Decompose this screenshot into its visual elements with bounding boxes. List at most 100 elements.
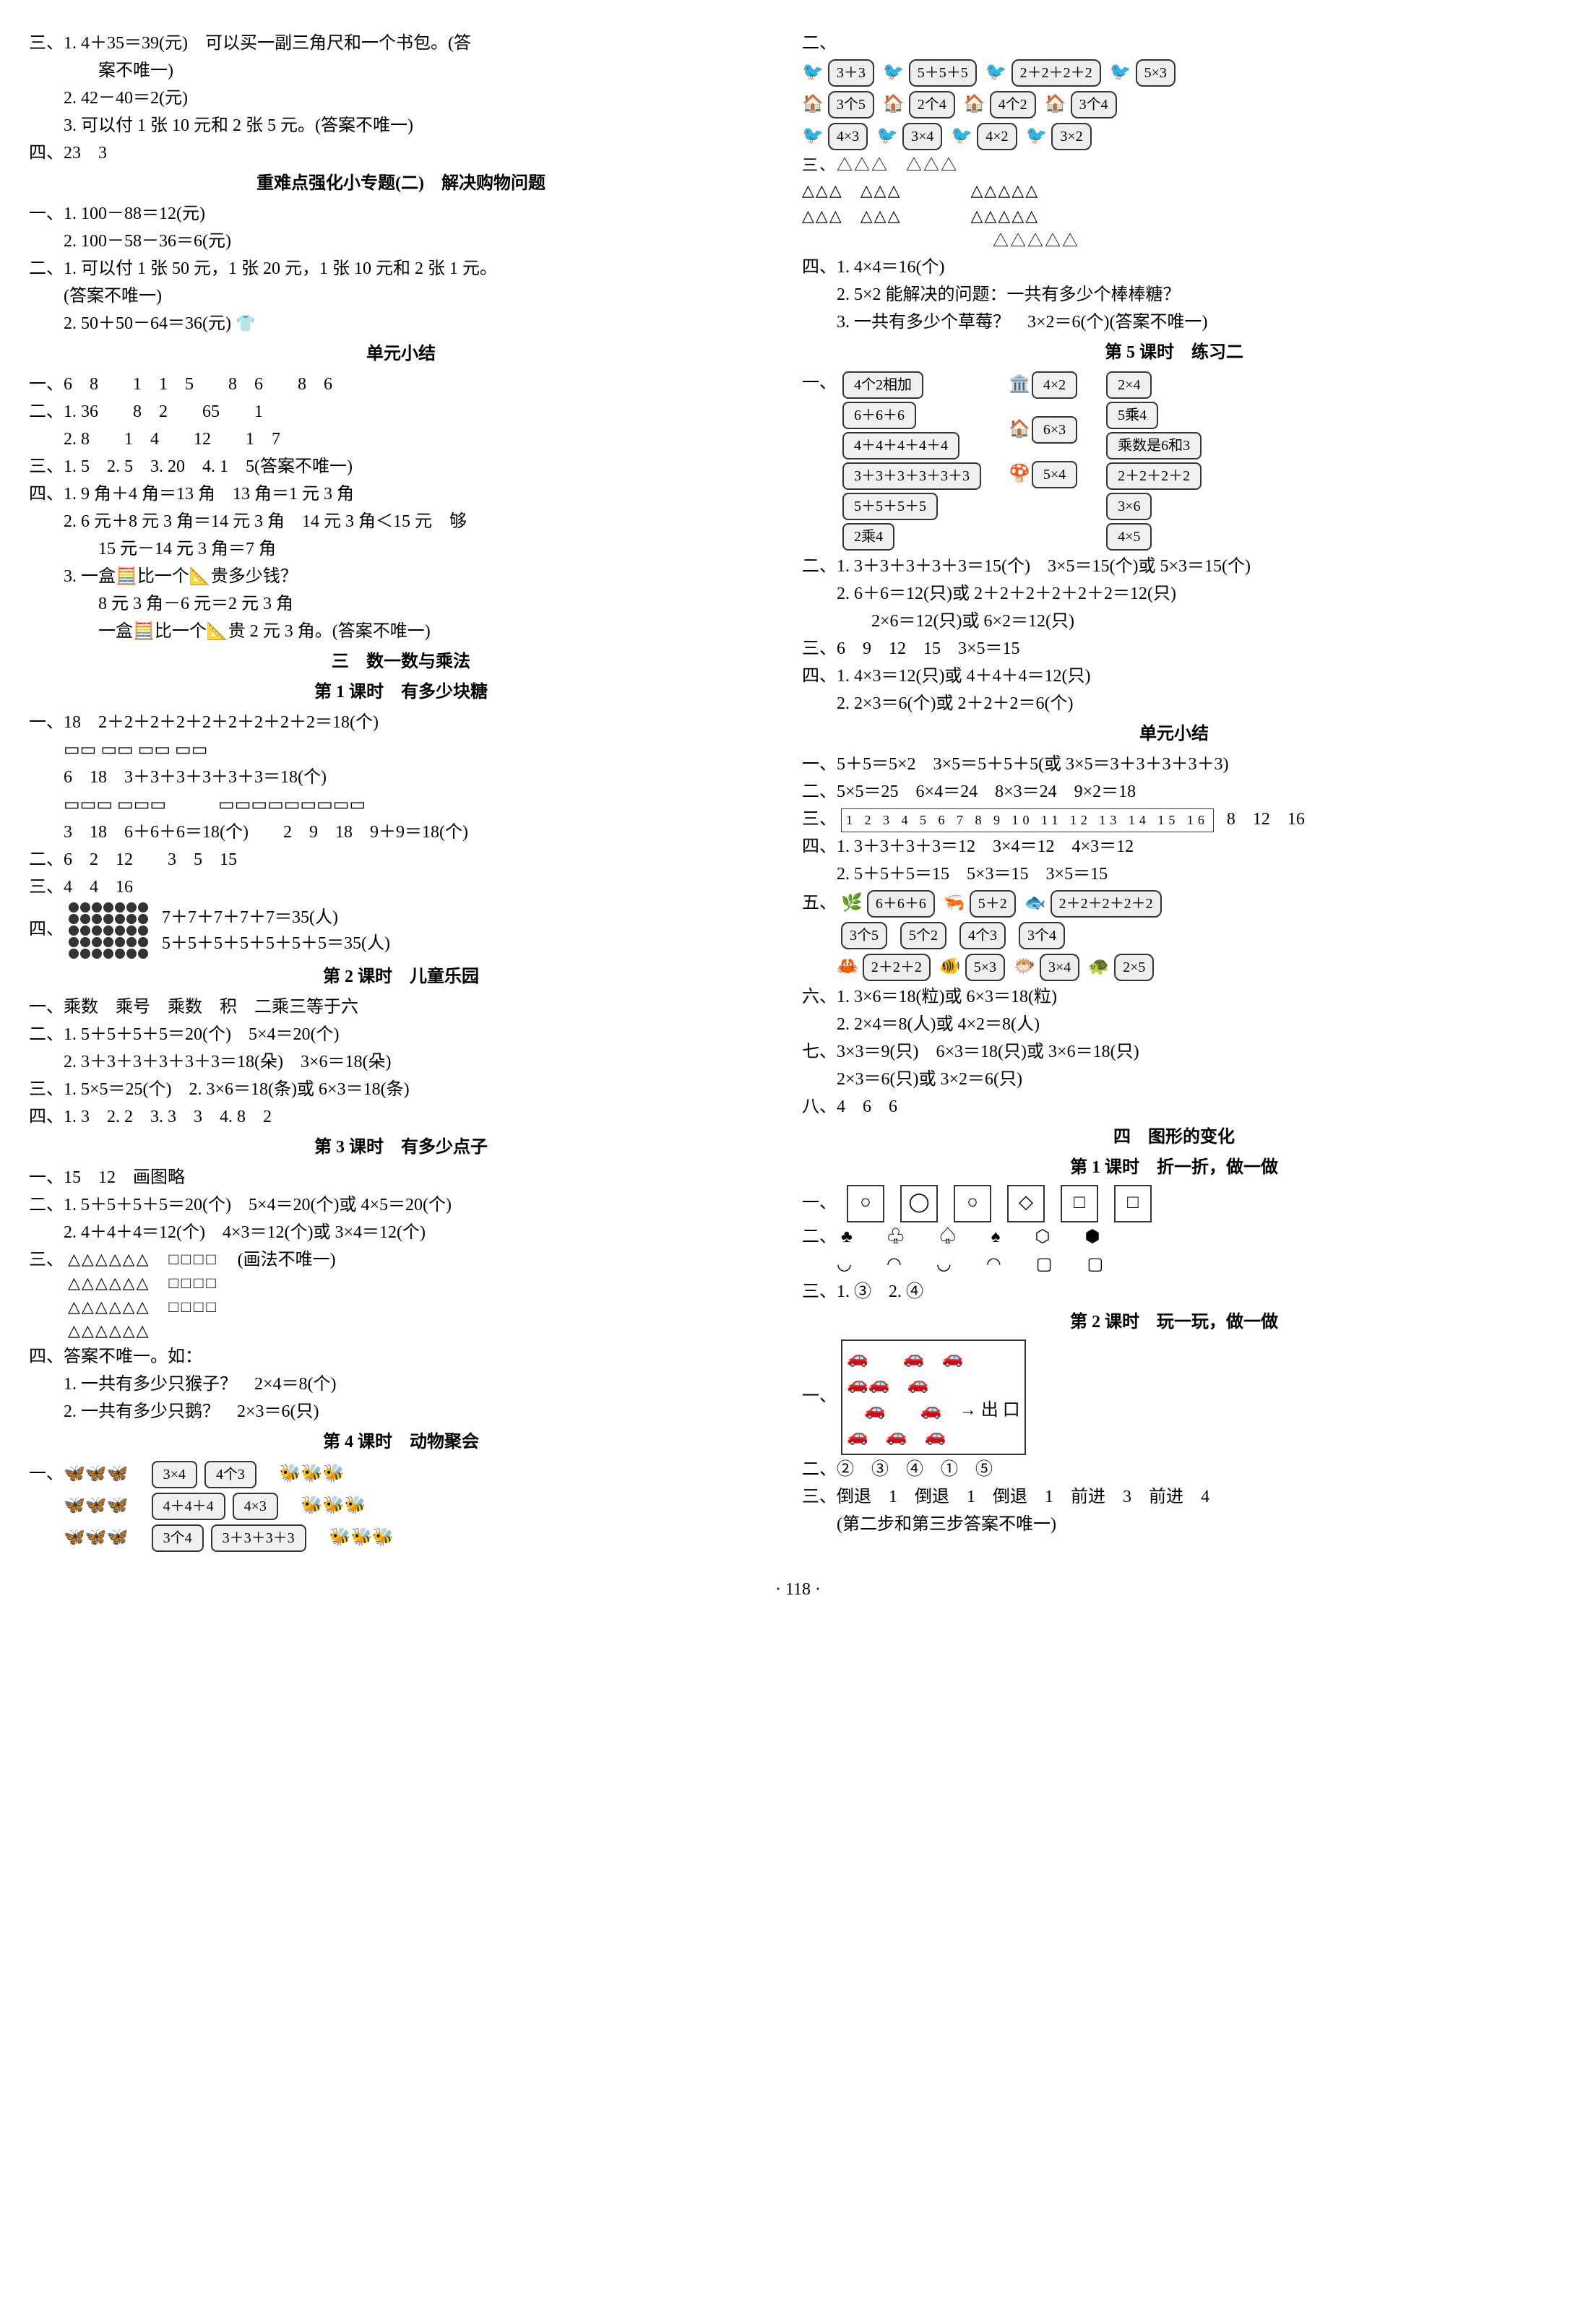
text: 一、15 12 画图略 xyxy=(29,1165,773,1191)
dots-grid-icon xyxy=(68,902,149,959)
circle-icon: ○ xyxy=(954,1185,991,1222)
t: 三、 xyxy=(29,1251,64,1269)
box: 3×4 xyxy=(152,1461,197,1488)
text: 三、4 4 16 xyxy=(29,874,773,900)
ruler-icon: 1 2 3 4 5 6 7 8 9 10 11 12 13 14 15 16 xyxy=(841,808,1214,832)
box: 4个2 xyxy=(990,91,1036,118)
text: 二、1. 5＋5＋5＋5＝20(个) 5×4＝20(个) xyxy=(29,1022,773,1048)
lesson-title: 第 1 课时 有多少块糖 xyxy=(29,679,773,705)
triangles: △△△△△△ xyxy=(68,1247,150,1271)
box: 5＋5＋5＋5 xyxy=(842,493,938,520)
t: 二、 xyxy=(802,1227,837,1246)
text: 二、1. 可以付 1 张 50 元，1 张 20 元，1 张 10 元和 2 张… xyxy=(29,256,773,282)
box: 3个4 xyxy=(1071,91,1117,118)
square-icon: □ xyxy=(1061,1185,1098,1222)
text: 二、 xyxy=(802,30,1546,56)
box: 2×5 xyxy=(1114,954,1154,981)
exit-label: 出 口 xyxy=(981,1401,1020,1420)
text: 七、3×3＝9(只) 6×3＝18(只)或 3×6＝18(只) xyxy=(802,1039,1546,1065)
text: 3. 一盒🧮比一个📐贵多少钱？ xyxy=(29,564,773,590)
text: 一、5＋5＝5×2 3×5＝5＋5＋5(或 3×5＝3＋3＋3＋3＋3) xyxy=(802,751,1546,777)
triangles: △△△△△△ xyxy=(68,1271,150,1295)
text: 六、1. 3×6＝18(粒)或 6×3＝18(粒) xyxy=(802,984,1546,1010)
text: 1. 一共有多少只猴子？ 2×4＝8(个) xyxy=(29,1371,773,1397)
text: 2. 5×2 能解决的问题：一共有多少个棒棒糖？ xyxy=(802,282,1546,308)
box: 3＋3＋3＋3＋3＋3 xyxy=(842,462,981,490)
text: 三、1. ③ 2. ④ xyxy=(802,1279,1546,1305)
shirt-icon: 👕 xyxy=(236,314,255,332)
square-icon: □ xyxy=(1114,1185,1152,1222)
text: 15 元－14 元 3 角＝7 角 xyxy=(29,536,773,562)
matching-diagram: 一、 4个2相加 6＋6＋6 4＋4＋4＋4＋4 3＋3＋3＋3＋3＋3 5＋5… xyxy=(802,370,1546,552)
text: 3 18 6＋6＋6＝18(个) 2 9 18 9＋9＝18(个) xyxy=(29,819,773,845)
box: 2×4 xyxy=(1106,371,1152,399)
text: 四、1. 3 2. 2 3. 3 3 4. 8 2 xyxy=(29,1104,773,1130)
t: 1. 4＋35＝39(元) 可以买一副三角尺和一个书包。(答 xyxy=(64,34,471,53)
text: 二、5×5＝25 6×4＝24 8×3＝24 9×2＝18 xyxy=(802,779,1546,805)
text: 八、4 6 6 xyxy=(802,1094,1546,1120)
triangles: △△△△△△ xyxy=(68,1319,150,1342)
text: 四、 7＋7＋7＋7＋7＝35(人) 5＋5＋5＋5＋5＋5＋5＝35(人) xyxy=(29,902,773,959)
squares: □□□□ xyxy=(169,1271,219,1295)
text: 三、倒退 1 倒退 1 倒退 1 前进 3 前进 4 xyxy=(802,1484,1546,1510)
text: 2. 3＋3＋3＋3＋3＋3＝18(朵) 3×6＝18(朵) xyxy=(29,1049,773,1075)
triangles: △△△ △△△ △△△△△ xyxy=(802,204,1546,228)
matching-row: 🦀2＋2＋2 🐠5×3 🐡3×4 🐢2×5 xyxy=(802,952,1546,983)
matching-diagram: 🦋🦋🦋 4＋4＋4 4×3 🐝🐝🐝 xyxy=(29,1491,773,1522)
text: 四、答案不唯一。如： xyxy=(29,1344,773,1370)
box: 2＋2＋2＋2＋2 xyxy=(1051,890,1162,918)
box: 4＋4＋4＋4＋4 xyxy=(842,432,959,459)
box: 5×3 xyxy=(965,954,1005,981)
text: 二、② ③ ④ ① ⑤ xyxy=(802,1457,1546,1483)
text: 一盒🧮比一个📐贵 2 元 3 角。(答案不唯一) xyxy=(29,618,773,644)
box: 2乘4 xyxy=(842,523,894,551)
box: 5＋2 xyxy=(970,890,1016,918)
t: 7＋7＋7＋7＋7＝35(人) xyxy=(162,905,390,931)
text: 一、1. 100－88＝12(元) xyxy=(29,201,773,227)
box: 3＋3＋3＋3 xyxy=(211,1524,306,1552)
box: 6×3 xyxy=(1032,416,1077,444)
box: 4个3 xyxy=(204,1461,256,1488)
text: 2. 4＋4＋4＝12(个) 4×3＝12(个)或 3×4＝12(个) xyxy=(29,1220,773,1246)
text: 四、23 3 xyxy=(29,140,773,166)
shape-row: ○ ◯ ○ ◇ □ □ xyxy=(841,1194,1157,1212)
t: 一、 xyxy=(802,1194,837,1212)
box: 3个4 xyxy=(152,1524,204,1552)
section-title: 单元小结 xyxy=(802,721,1546,747)
text: 四、1. 9 角＋4 角＝13 角 13 角＝1 元 3 角 xyxy=(29,481,773,507)
chapter-title: 四 图形的变化 xyxy=(802,1124,1546,1150)
triangles: △△△△△ xyxy=(802,229,1546,253)
maze-grid-icon: 🚗 🚗 🚗 🚗🚗 🚗 🚗 🚗 → 出 口 🚗 🚗 🚗 xyxy=(841,1339,1026,1455)
triangles: △△△△△△ xyxy=(68,1295,150,1319)
t: 2. 50＋50－64＝36(元) xyxy=(64,314,231,333)
text: 2. 5＋5＋5＝15 5×3＝15 3×5＝15 xyxy=(802,861,1546,887)
box: 2＋2＋2＋2 xyxy=(1106,462,1202,490)
text: 四、1. 4×4＝16(个) xyxy=(802,254,1546,280)
text: 一、 ○ ◯ ○ ◇ □ □ xyxy=(802,1185,1546,1222)
text: 一、 🚗 🚗 🚗 🚗🚗 🚗 🚗 🚗 → 出 口 🚗 🚗 🚗 xyxy=(802,1339,1546,1455)
t: 三、 xyxy=(802,810,837,829)
text: 2×6＝12(只)或 6×2＝12(只) xyxy=(802,608,1546,634)
text: 四、1. 4×3＝12(只)或 4＋4＋4＝12(只) xyxy=(802,663,1546,689)
matching-diagram: 一、🦋🦋🦋 3×4 4个3 🐝🐝🐝 xyxy=(29,1459,773,1490)
box: 2个4 xyxy=(909,91,955,118)
box: 2＋2＋2 xyxy=(863,954,931,981)
candy-row-icon: ▭▭ ▭▭ ▭▭ ▭▭ xyxy=(29,737,773,763)
text: 二、1. 5＋5＋5＋5＝20(个) 5×4＝20(个)或 4×5＝20(个) xyxy=(29,1192,773,1218)
box: 3×4 xyxy=(902,123,942,150)
text: 2. 100－58－36＝6(元) xyxy=(29,228,773,254)
chapter-title: 三 数一数与乘法 xyxy=(29,649,773,675)
text: 3. 一共有多少个草莓？ 3×2＝6(个)(答案不唯一) xyxy=(802,309,1546,335)
lesson-title: 第 2 课时 玩一玩，做一做 xyxy=(802,1309,1546,1335)
text: 一、18 2＋2＋2＋2＋2＋2＋2＋2＋2＝18(个) xyxy=(29,709,773,735)
diamond-icon: ◇ xyxy=(1007,1185,1045,1222)
text: 6 18 3＋3＋3＋3＋3＋3＝18(个) xyxy=(29,764,773,790)
text: 一、6 8 1 1 5 8 6 8 6 xyxy=(29,371,773,397)
matching-row: 🐦4×3 🐦3×4 🐦4×2 🐦3×2 xyxy=(802,121,1546,152)
text: 2. 8 1 4 12 1 7 xyxy=(29,426,773,452)
matching-row: 🐦3＋3 🐦5＋5＋5 🐦2＋2＋2＋2 🐦5×3 xyxy=(802,58,1546,88)
box: 4个3 xyxy=(959,922,1006,949)
box: 3×2 xyxy=(1051,123,1091,150)
text: (答案不唯一) xyxy=(29,283,773,309)
box: 4×2 xyxy=(977,123,1017,150)
